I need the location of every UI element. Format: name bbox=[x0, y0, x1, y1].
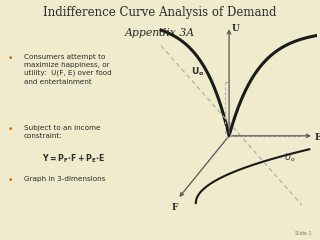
Text: Subject to an income
constraint:: Subject to an income constraint: bbox=[24, 125, 100, 139]
Text: Appendix 3A: Appendix 3A bbox=[125, 28, 195, 38]
Text: U: U bbox=[231, 24, 239, 33]
Text: Graph in 3-dimensions: Graph in 3-dimensions bbox=[24, 176, 105, 182]
Text: •: • bbox=[8, 125, 13, 134]
Text: Consumers attempt to
maximize happiness, or
utility:  U(F, E) over food
and ente: Consumers attempt to maximize happiness,… bbox=[24, 54, 112, 84]
Text: F: F bbox=[172, 203, 178, 212]
Text: •: • bbox=[8, 54, 13, 63]
Text: $\mathbf{Y = P_F{\bullet}F + P_E{\bullet}E}$: $\mathbf{Y = P_F{\bullet}F + P_E{\bullet… bbox=[42, 152, 105, 165]
Text: Indifference Curve Analysis of Demand: Indifference Curve Analysis of Demand bbox=[43, 6, 277, 19]
Text: Slide 1: Slide 1 bbox=[295, 231, 312, 236]
Text: •: • bbox=[8, 176, 13, 185]
Text: $U_o$: $U_o$ bbox=[284, 152, 295, 164]
Text: E: E bbox=[315, 133, 320, 142]
Text: $\mathbf{U_o}$: $\mathbf{U_o}$ bbox=[191, 65, 205, 78]
